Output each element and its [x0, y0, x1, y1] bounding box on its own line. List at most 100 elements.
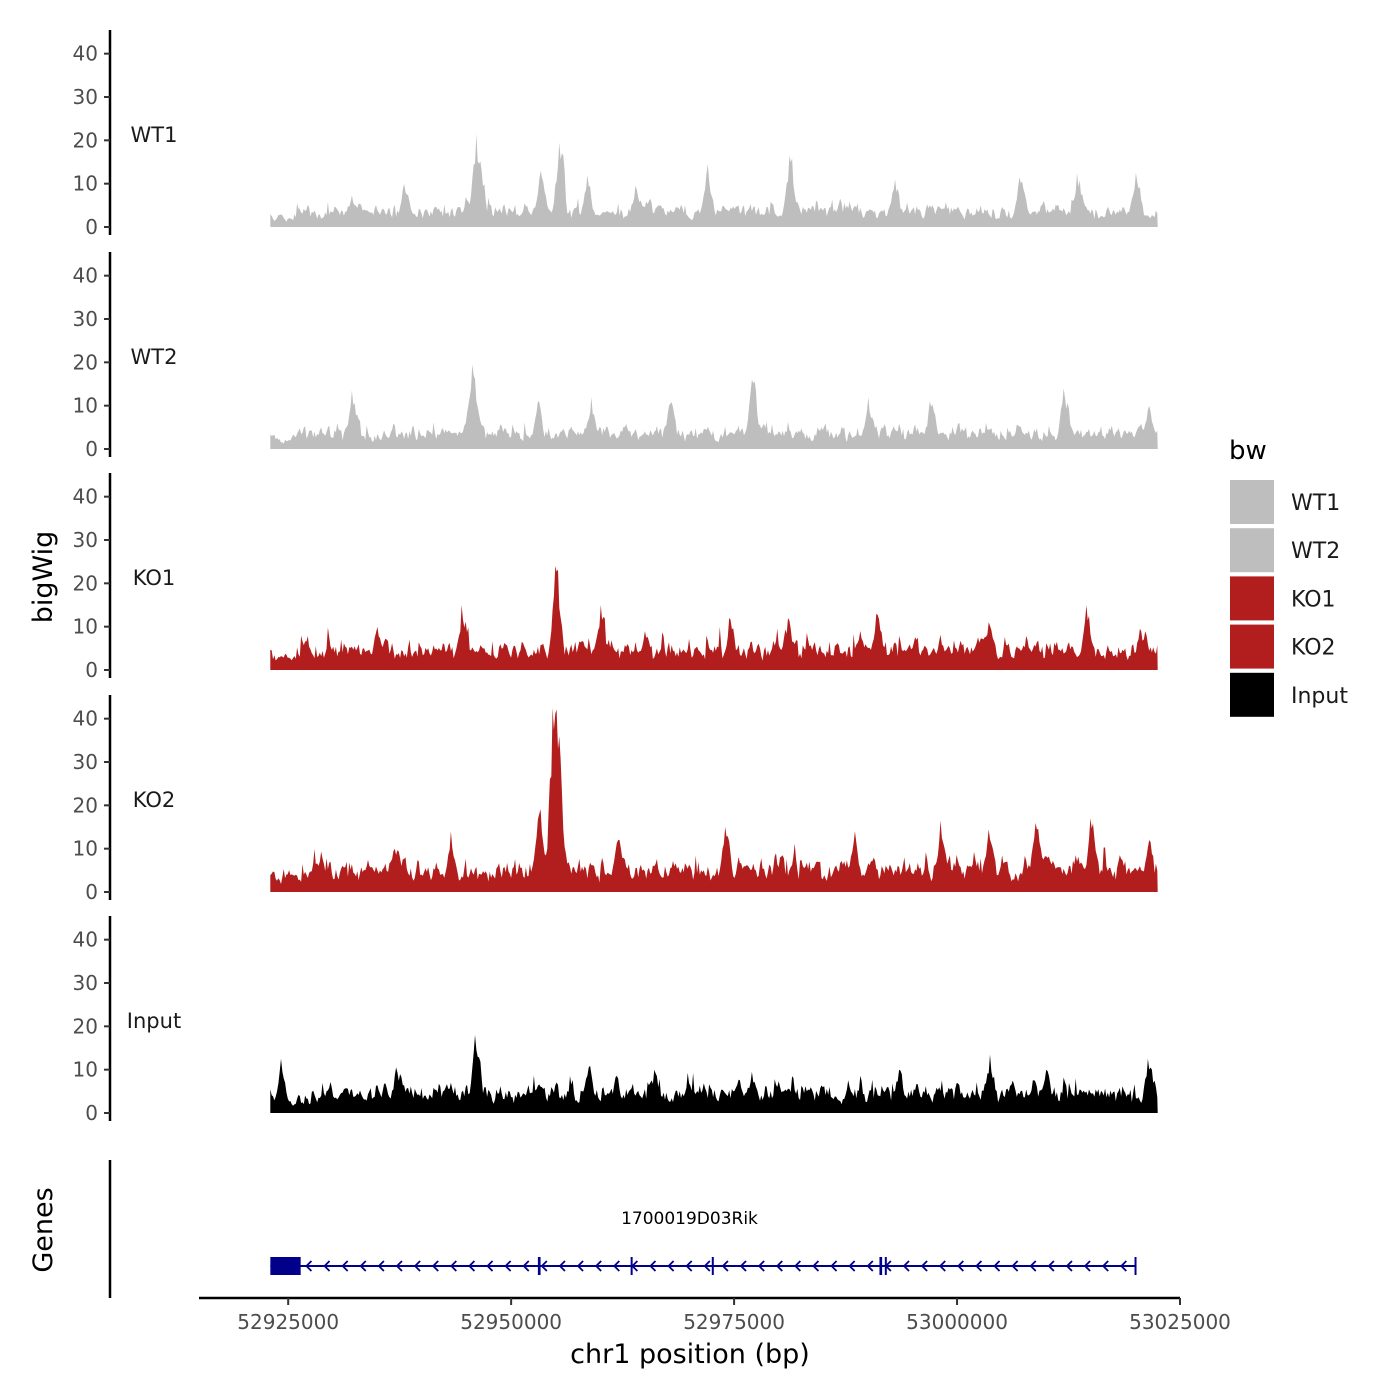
gene-exon: [630, 1257, 633, 1275]
strand-arrow: [468, 1260, 476, 1272]
x-tick-label: 52975000: [683, 1310, 785, 1334]
y-tick-label: 20: [73, 571, 98, 595]
x-axis-title: chr1 position (bp): [570, 1339, 810, 1370]
track-label-input: Input: [127, 1009, 181, 1033]
strand-arrow: [450, 1260, 457, 1272]
strand-arrow: [721, 1260, 729, 1272]
y-tick-label: 20: [73, 1014, 98, 1038]
legend-swatch-ko2: [1230, 624, 1274, 669]
gene-name-label: 1700019D03Rik: [621, 1209, 758, 1229]
x-tick-label: 53000000: [906, 1310, 1008, 1334]
track-label-wt2: WT2: [131, 345, 178, 369]
y-tick-label: 30: [73, 750, 98, 774]
strand-arrow: [395, 1260, 403, 1272]
strand-arrow: [1029, 1260, 1037, 1272]
y-tick-label: 0: [85, 880, 98, 904]
y-tick-label: 30: [73, 528, 98, 552]
y-tick-label: 30: [73, 85, 98, 109]
legend-label-input: Input: [1291, 684, 1348, 709]
strand-arrow: [1120, 1260, 1127, 1272]
strand-arrow: [377, 1260, 385, 1272]
strand-arrow: [649, 1260, 657, 1272]
track-label-ko1: KO1: [133, 566, 176, 590]
legend-label-ko2: KO2: [1291, 636, 1336, 661]
strand-arrow: [540, 1260, 548, 1272]
y-tick-label: 10: [73, 615, 98, 639]
strand-arrow: [957, 1260, 964, 1272]
strand-arrow: [920, 1260, 928, 1272]
strand-arrow: [594, 1260, 602, 1272]
gene-exon: [879, 1257, 883, 1275]
strand-arrow: [522, 1260, 530, 1272]
x-tick-label: 52950000: [460, 1310, 562, 1334]
strand-arrow: [848, 1260, 856, 1272]
legend-swatch-ko1: [1230, 576, 1274, 621]
gene-exon: [270, 1257, 301, 1275]
track-wt1: 0 10 20 30 40 WT1: [73, 30, 1158, 239]
y-tick-label: 40: [73, 42, 98, 66]
track-ko1: 0 10 20 30 40 KO1: [73, 473, 1158, 682]
legend-swatch-wt2: [1230, 528, 1274, 573]
track-label-wt1: WT1: [131, 123, 178, 147]
strand-arrow: [504, 1260, 512, 1272]
legend-label-wt1: WT1: [1291, 491, 1340, 516]
strand-arrow: [703, 1260, 711, 1272]
strand-arrow: [341, 1260, 349, 1272]
coverage-tracks: 0 10 20 30 40 WT1 0 10 20 30 40 WT2 0 10 20 30 40 KO1 0 10 2…: [73, 30, 1158, 1125]
y-tick-label: 0: [85, 1101, 98, 1125]
y-tick-label: 0: [85, 215, 98, 239]
strand-arrow: [938, 1260, 946, 1272]
y-tick-label: 10: [73, 172, 98, 196]
gene-exon: [711, 1257, 714, 1275]
y-tick-label: 30: [73, 971, 98, 995]
coverage-area-wt2: [270, 364, 1158, 449]
coverage-area-ko2: [270, 707, 1158, 892]
y-tick-label: 0: [85, 437, 98, 461]
coverage-area-ko1: [270, 566, 1158, 670]
strand-arrow: [975, 1260, 983, 1272]
strand-arrow: [1083, 1260, 1091, 1272]
y-tick-label: 40: [73, 264, 98, 288]
strand-arrow: [757, 1260, 765, 1272]
strand-arrow: [812, 1260, 820, 1272]
x-tick-label: 52925000: [237, 1310, 339, 1334]
legend-label-ko1: KO1: [1291, 587, 1336, 612]
x-tick-label: 53025000: [1129, 1310, 1231, 1334]
strand-arrow: [1011, 1260, 1019, 1272]
coverage-area-input: [270, 1035, 1158, 1113]
legend-title: bw: [1229, 436, 1267, 466]
track-input: 0 10 20 30 40 Input: [73, 916, 1158, 1125]
y-tick-label: 10: [73, 837, 98, 861]
strand-arrow: [576, 1260, 584, 1272]
track-label-ko2: KO2: [133, 788, 176, 812]
legend-swatch-input: [1230, 672, 1274, 717]
gene-exon: [1134, 1257, 1137, 1275]
strand-arrow: [993, 1260, 1001, 1272]
strand-arrow: [359, 1260, 367, 1272]
strand-arrow: [1065, 1260, 1073, 1272]
strand-arrow: [739, 1260, 747, 1272]
strand-arrow: [902, 1260, 910, 1272]
y-tick-label: 0: [85, 658, 98, 682]
y-tick-label: 40: [73, 485, 98, 509]
gene-exon: [884, 1257, 887, 1275]
track-ko2: 0 10 20 30 40 KO2: [73, 695, 1158, 904]
gene-track: 1700019D03Rik: [108, 1160, 1137, 1298]
legend-label-wt2: WT2: [1291, 539, 1340, 564]
strand-arrow: [866, 1260, 874, 1272]
strand-arrow: [431, 1260, 439, 1272]
y-tick-label: 40: [73, 928, 98, 952]
coverage-area-wt1: [270, 133, 1158, 227]
strand-arrow: [323, 1260, 331, 1272]
strand-arrow: [613, 1260, 620, 1272]
strand-arrow: [305, 1260, 313, 1272]
strand-arrow: [1047, 1260, 1055, 1272]
gene-track-title: Genes: [28, 1187, 59, 1272]
y-axis-title: bigWig: [28, 531, 59, 624]
strand-arrow: [775, 1260, 783, 1272]
x-axis: 52925000 52950000 52975000 53000000 53025000: [199, 1296, 1231, 1334]
strand-arrow: [794, 1260, 801, 1272]
y-tick-label: 20: [73, 128, 98, 152]
